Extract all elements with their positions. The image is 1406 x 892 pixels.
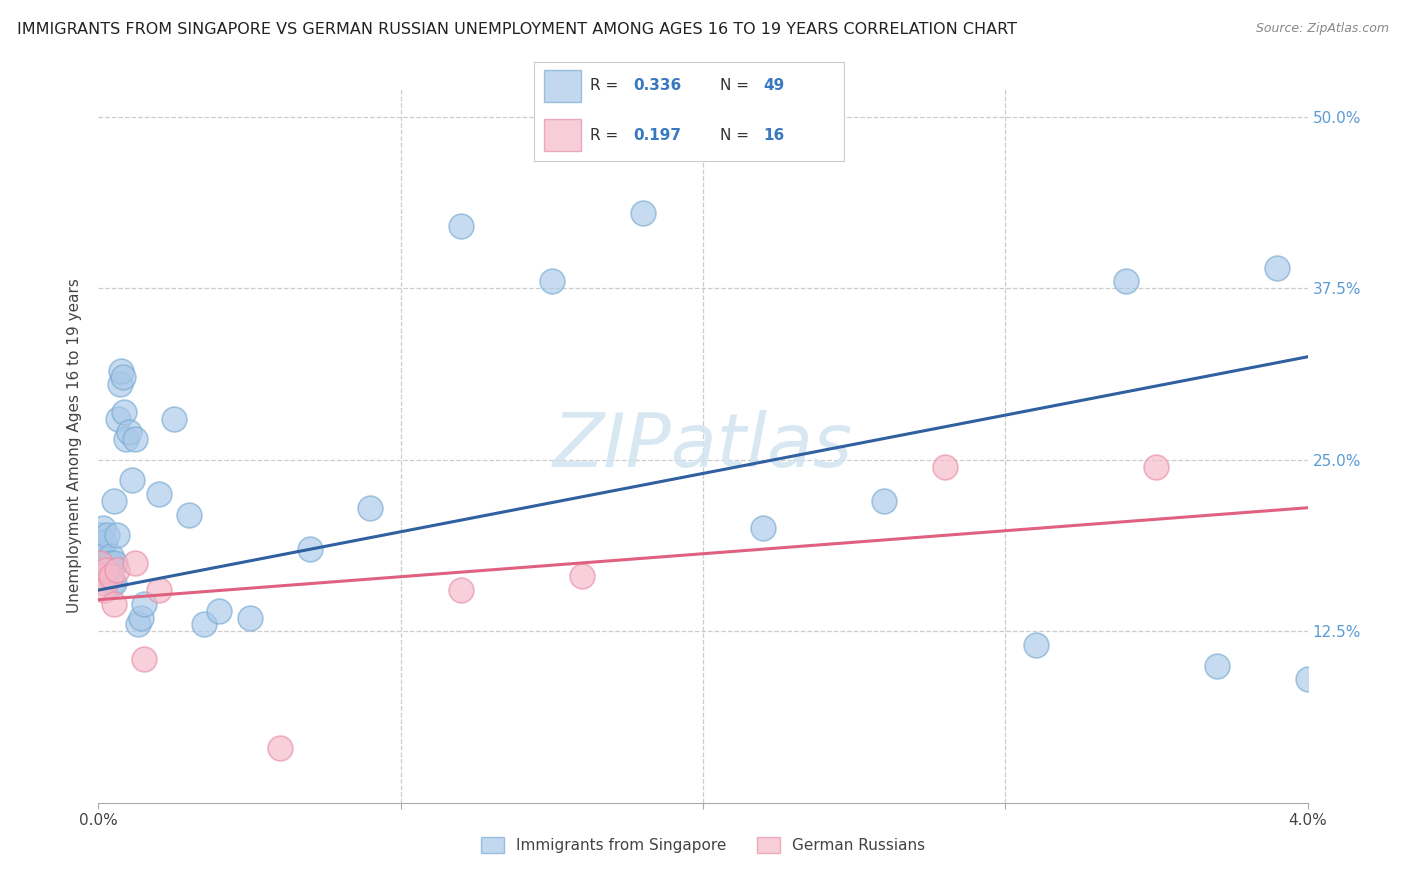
Point (110, 363, 132, 377)
Text: 16: 16 (763, 128, 785, 143)
Text: Source: ZipAtlas.com: Source: ZipAtlas.com (1256, 22, 1389, 36)
Point (208, 604, 231, 618)
Point (94, 569, 117, 583)
Point (91, 521, 114, 535)
Point (105, 528, 128, 542)
Point (873, 494, 896, 508)
Point (96, 556, 118, 570)
Point (93, 583, 115, 598)
Point (100, 569, 122, 583)
Text: ZIPatlas: ZIPatlas (553, 410, 853, 482)
Point (124, 556, 146, 570)
Point (93, 562, 115, 576)
Point (105, 562, 128, 576)
Point (101, 576, 124, 591)
Text: 49: 49 (763, 78, 785, 94)
Text: IMMIGRANTS FROM SINGAPORE VS GERMAN RUSSIAN UNEMPLOYMENT AMONG AGES 16 TO 19 YEA: IMMIGRANTS FROM SINGAPORE VS GERMAN RUSS… (17, 22, 1017, 37)
Point (148, 487, 170, 501)
Point (450, 583, 472, 598)
Text: N =: N = (720, 78, 749, 94)
Point (107, 411, 129, 425)
Text: 0.197: 0.197 (633, 128, 682, 143)
Point (91, 549, 114, 563)
Point (148, 583, 170, 598)
Point (1146, 459, 1168, 474)
Point (90, 556, 112, 570)
Point (100, 556, 122, 570)
Point (193, 617, 215, 632)
Point (114, 432, 136, 446)
Point (103, 597, 125, 611)
Y-axis label: Unemployment Among Ages 16 to 19 years: Unemployment Among Ages 16 to 19 years (67, 278, 83, 614)
Point (1115, 274, 1137, 288)
Point (103, 576, 125, 591)
Point (540, 274, 562, 288)
Bar (544, 70, 581, 102)
Point (118, 425, 141, 440)
Point (93, 535, 115, 549)
Point (360, 500, 382, 515)
Point (631, 205, 654, 219)
Point (98, 556, 121, 570)
Text: N =: N = (720, 128, 749, 143)
Point (239, 610, 262, 624)
Point (100, 549, 122, 563)
Point (163, 411, 186, 425)
Point (1206, 658, 1229, 673)
Point (124, 432, 146, 446)
Point (111, 370, 134, 384)
Point (103, 494, 125, 508)
Point (90, 569, 112, 583)
Point (571, 569, 593, 583)
Text: R =: R = (591, 128, 619, 143)
Point (94, 569, 117, 583)
Point (1296, 673, 1319, 687)
Point (96, 528, 118, 542)
Point (934, 459, 956, 474)
Point (89, 556, 111, 570)
Bar (544, 120, 581, 151)
Point (132, 651, 155, 665)
Legend: Immigrants from Singapore, German Russians: Immigrants from Singapore, German Russia… (475, 831, 931, 859)
Point (1267, 260, 1289, 275)
Point (91, 576, 114, 591)
Point (127, 617, 149, 632)
Point (104, 556, 127, 570)
Point (89, 528, 111, 542)
Point (450, 219, 472, 234)
Point (108, 377, 131, 392)
Point (269, 740, 291, 755)
Point (90, 541, 112, 556)
Text: R =: R = (591, 78, 619, 94)
Point (1025, 638, 1047, 652)
Point (129, 610, 152, 624)
Point (94, 562, 117, 576)
Point (132, 597, 155, 611)
Point (299, 541, 322, 556)
Text: 0.336: 0.336 (633, 78, 682, 94)
Point (179, 508, 201, 522)
Point (112, 405, 135, 419)
Point (752, 521, 775, 535)
Point (121, 473, 143, 487)
